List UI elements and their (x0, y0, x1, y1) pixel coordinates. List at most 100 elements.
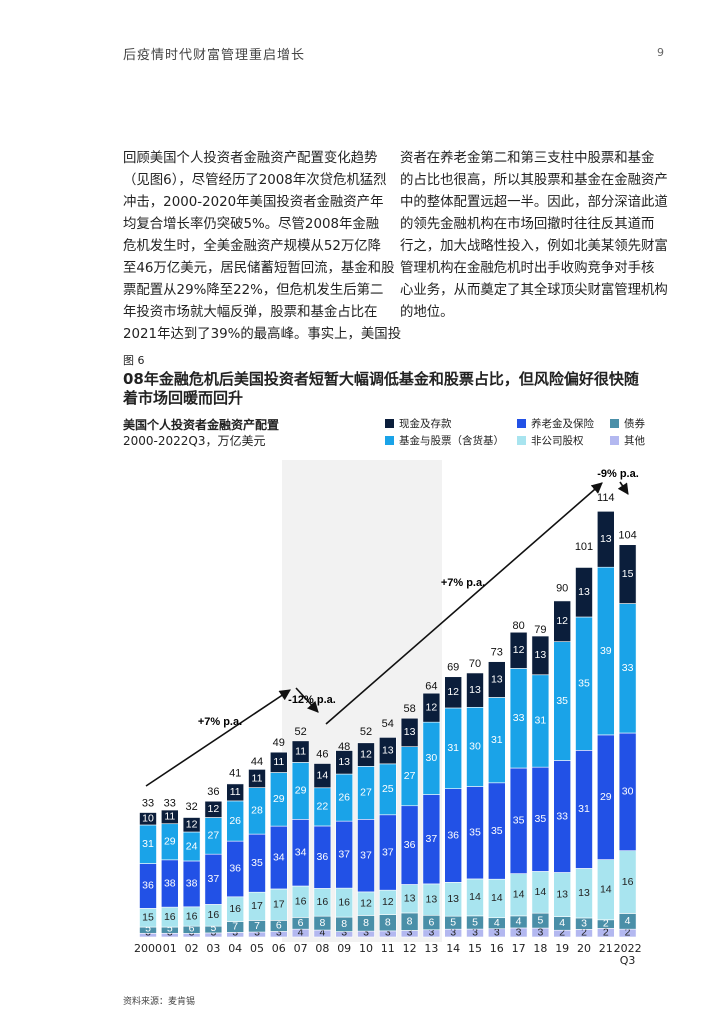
body-line: 中的整体配置远超一半。因此，部分深谙此道 (400, 195, 668, 210)
x-tick-label: 03 (206, 942, 221, 955)
bar-segment (531, 635, 550, 676)
total-label: 33 (164, 797, 176, 809)
segment-label: 11 (252, 772, 263, 784)
segment-label: 36 (142, 880, 154, 892)
bar-segment (291, 740, 310, 763)
segment-label: 3 (276, 926, 282, 938)
segment-label: 37 (360, 849, 372, 861)
bar-segment (466, 672, 484, 708)
segment-label: 33 (622, 662, 634, 674)
total-label: 48 (338, 741, 350, 753)
bar-segment (269, 751, 288, 773)
body-line: 均复合增长率仍突破5%。尽管2008年金融 (123, 217, 380, 232)
segment-label: 26 (338, 791, 350, 803)
annotation: +7% p.a. (198, 716, 242, 728)
segment-label: 33 (513, 712, 525, 724)
segment-label: 36 (229, 863, 241, 875)
segment-label: 33 (556, 810, 568, 822)
x-tick-label: 01 (162, 942, 177, 955)
x-tick-label: 09 (337, 942, 352, 955)
segment-label: 17 (273, 898, 285, 910)
total-label: 104 (618, 530, 636, 542)
x-tick-label: 02 (184, 942, 199, 955)
body-line: 管理机构在金融危机时出手收购竞争对手核 (400, 261, 655, 276)
legend-label: 非公司股权 (531, 435, 584, 447)
segment-label: 8 (341, 918, 347, 930)
segment-label: 3 (581, 917, 587, 929)
figure-label: 图 6 (123, 354, 145, 367)
legend-label: 债券 (624, 418, 645, 430)
x-tick-label: 07 (293, 942, 308, 955)
legend-swatch (517, 419, 526, 428)
body-line: 心业务，从而奠定了其全球顶尖财富管理机构 (400, 283, 668, 298)
annotation: -9% p.a. (597, 468, 639, 480)
segment-label: 31 (578, 803, 590, 815)
x-tick-label: 21 (598, 942, 613, 955)
segment-label: 31 (535, 715, 547, 727)
segment-label: 13 (404, 726, 416, 738)
segment-label: 34 (295, 846, 307, 858)
segment-label: 14 (317, 769, 329, 781)
total-label: 32 (185, 801, 197, 813)
segment-label: 37 (426, 833, 438, 845)
segment-label: 16 (338, 896, 350, 908)
body-line: 年投资市场就大幅反弹，股票和基金占比在 (123, 305, 378, 320)
segment-label: 16 (164, 911, 176, 923)
segment-label: 12 (360, 897, 372, 909)
total-label: 101 (575, 541, 593, 553)
bar-segment (204, 800, 223, 818)
bar-segment (378, 737, 397, 765)
segment-label: 13 (578, 887, 590, 899)
segment-label: 13 (447, 893, 459, 905)
segment-label: 12 (513, 644, 525, 656)
segment-label: 5 (210, 922, 216, 934)
segment-label: 12 (382, 896, 394, 908)
segment-label: 35 (251, 857, 263, 869)
segment-label: 3 (428, 926, 434, 938)
segment-label: 35 (556, 695, 568, 707)
segment-label: 16 (229, 903, 241, 915)
segment-label: 3 (385, 926, 391, 938)
bar-segment (422, 692, 441, 723)
segment-label: 13 (382, 744, 394, 756)
x-tick-label: 05 (250, 942, 264, 955)
body-line: 票配置从29%降至22%，但危机发生后第二 (123, 283, 384, 298)
segment-label: 37 (382, 846, 394, 858)
segment-label: 26 (229, 815, 241, 827)
body-line: 的占比也很高，所以其股票和基金在金融资产 (400, 173, 668, 188)
segment-label: 3 (363, 926, 369, 938)
x-tick-label: 12 (402, 942, 417, 955)
segment-label: 7 (254, 920, 260, 932)
legend-swatch (610, 436, 619, 445)
segment-label: 3 (450, 926, 456, 938)
bar-segment (618, 544, 637, 604)
total-label: 80 (512, 620, 524, 632)
body-line: 冲击，2000-2020年美国投资者金融资产年 (123, 195, 384, 210)
segment-label: 14 (491, 892, 503, 904)
segment-label: 30 (469, 741, 481, 753)
segment-label: 30 (426, 752, 438, 764)
total-label: 70 (469, 658, 481, 670)
segment-label: 4 (559, 917, 565, 929)
body-line: 回顾美国个人投资者金融资产配置变化趋势 (123, 151, 378, 166)
segment-label: 16 (317, 896, 329, 908)
segment-label: 13 (404, 892, 416, 904)
segment-label: 24 (186, 840, 198, 852)
segment-label: 3 (516, 926, 522, 938)
segment-label: 6 (189, 923, 195, 935)
segment-label: 31 (491, 734, 503, 746)
segment-label: 7 (232, 921, 238, 933)
total-label: 79 (534, 624, 546, 636)
segment-label: 6 (298, 917, 304, 929)
segment-label: 5 (145, 923, 151, 935)
x-tick-label: 16 (489, 942, 504, 955)
total-label: 54 (382, 718, 394, 730)
segment-label: 12 (556, 615, 568, 627)
segment-label: 16 (295, 895, 307, 907)
segment-label: 11 (295, 745, 306, 757)
segment-label: 13 (600, 533, 612, 545)
segment-label: 4 (625, 915, 631, 927)
body-line: 资者在养老金第二和第三支柱中股票和基金 (400, 151, 655, 166)
segment-label: 5 (167, 923, 173, 935)
